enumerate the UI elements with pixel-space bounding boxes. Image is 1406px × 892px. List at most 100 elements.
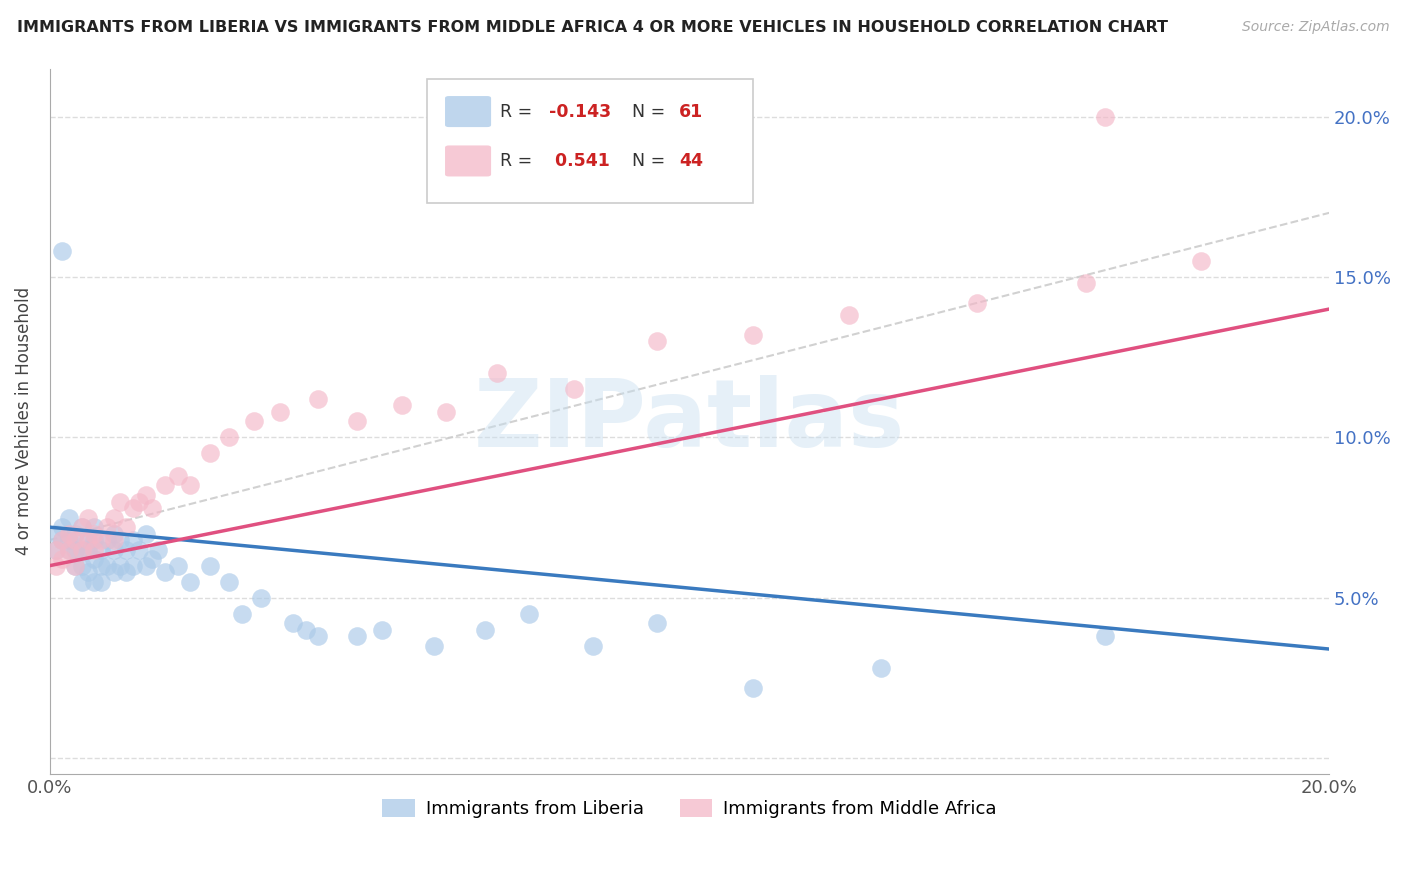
Point (218, 574, 240, 589)
Point (742, 327, 765, 342)
Point (108, 558, 131, 573)
Point (77, 533, 100, 547)
Point (115, 565, 138, 579)
Point (121, 500, 143, 515)
Point (70, 542, 93, 557)
Point (70, 520, 93, 534)
Point (51, 533, 73, 547)
Point (90, 574, 112, 589)
Point (51, 533, 73, 547)
Point (166, 558, 188, 573)
Point (108, 494, 131, 508)
Point (103, 565, 125, 579)
Point (474, 623, 496, 637)
Point (519, 607, 541, 621)
Point (141, 552, 163, 566)
Point (83, 552, 105, 566)
Point (307, 392, 329, 406)
Text: 61: 61 (679, 103, 703, 120)
Point (65, 558, 87, 573)
Point (148, 542, 170, 557)
Text: R =: R = (501, 152, 537, 170)
Point (65, 558, 87, 573)
Point (90, 558, 112, 573)
Point (422, 639, 444, 653)
Point (582, 639, 605, 653)
Point (70, 558, 93, 573)
Point (1189, 254, 1212, 268)
Point (179, 574, 201, 589)
Point (51, 520, 73, 534)
Point (115, 520, 138, 534)
Point (838, 309, 860, 323)
Point (346, 629, 368, 643)
Point (65, 542, 87, 557)
Point (58, 542, 80, 557)
Point (121, 533, 143, 547)
Point (96, 533, 118, 547)
Point (153, 478, 176, 492)
Point (966, 295, 988, 310)
Point (307, 629, 329, 643)
Point (77, 510, 100, 524)
Point (115, 542, 138, 557)
Point (243, 414, 266, 428)
Point (90, 542, 112, 557)
Point (103, 533, 125, 547)
Point (434, 405, 457, 419)
Point (281, 616, 304, 631)
Text: N =: N = (631, 152, 671, 170)
Point (135, 558, 157, 573)
Point (294, 623, 316, 637)
Point (45, 542, 67, 557)
Point (83, 574, 105, 589)
Point (1094, 629, 1116, 643)
Point (45, 558, 67, 573)
Point (166, 468, 188, 483)
Point (647, 616, 669, 631)
Text: R =: R = (501, 103, 537, 120)
Point (231, 607, 253, 621)
Point (45, 542, 67, 557)
Point (83, 542, 105, 557)
Text: Source: ZipAtlas.com: Source: ZipAtlas.com (1241, 20, 1389, 34)
Point (371, 623, 394, 637)
Point (198, 558, 221, 573)
Point (198, 446, 221, 460)
Point (128, 542, 150, 557)
Point (77, 533, 100, 547)
Point (90, 533, 112, 547)
Point (1094, 110, 1116, 124)
Point (70, 542, 93, 557)
Point (249, 591, 271, 605)
Text: 0.541: 0.541 (548, 152, 610, 170)
Point (83, 526, 105, 541)
Point (77, 542, 100, 557)
Text: N =: N = (631, 103, 671, 120)
Point (70, 574, 93, 589)
Point (51, 244, 73, 259)
Point (83, 533, 105, 547)
Point (108, 533, 131, 547)
Text: IMMIGRANTS FROM LIBERIA VS IMMIGRANTS FROM MIDDLE AFRICA 4 OR MORE VEHICLES IN H: IMMIGRANTS FROM LIBERIA VS IMMIGRANTS FR… (17, 20, 1168, 35)
Point (562, 382, 585, 396)
Point (179, 478, 201, 492)
Point (103, 542, 125, 557)
Text: -0.143: -0.143 (548, 103, 610, 120)
Point (83, 520, 105, 534)
Point (65, 533, 87, 547)
Text: 44: 44 (679, 152, 703, 170)
FancyBboxPatch shape (446, 145, 491, 177)
Point (103, 526, 125, 541)
Point (135, 488, 157, 502)
Point (121, 558, 143, 573)
Point (96, 558, 118, 573)
Point (647, 334, 669, 348)
Point (346, 414, 368, 428)
Point (51, 552, 73, 566)
Legend: Immigrants from Liberia, Immigrants from Middle Africa: Immigrants from Liberia, Immigrants from… (375, 791, 1004, 825)
Point (128, 494, 150, 508)
Point (70, 520, 93, 534)
Point (153, 565, 176, 579)
Point (45, 526, 67, 541)
